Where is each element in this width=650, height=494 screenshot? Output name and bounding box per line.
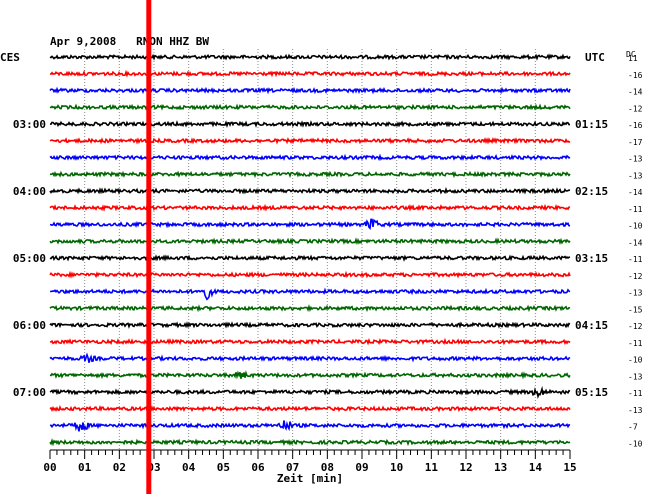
dc-offset-label: -13 xyxy=(628,155,643,164)
dc-offset-label: -16 xyxy=(628,121,643,130)
dc-offset-label: -10 xyxy=(628,222,643,231)
trace-row xyxy=(49,103,571,111)
trace-row xyxy=(49,352,571,363)
label-layer: Apr 9,2008 RNON HHZ BW CES UTC DC Zeit [… xyxy=(0,35,643,485)
trace-row xyxy=(49,203,571,212)
trace-row xyxy=(49,218,571,231)
dc-offset-label: -7 xyxy=(628,423,638,432)
left-timezone-label: CES xyxy=(0,51,20,64)
dc-offset-label: -14 xyxy=(628,238,643,247)
dc-offset-label: -11 xyxy=(628,205,643,214)
trace-row xyxy=(49,254,571,262)
dc-offset-label: -13 xyxy=(628,406,643,415)
dc-offset-label: -16 xyxy=(628,71,643,80)
right-hour-label: 03:15 xyxy=(575,252,608,265)
x-tick-label: 10 xyxy=(390,461,403,474)
x-tick-label: 00 xyxy=(43,461,56,474)
trace-row xyxy=(49,270,571,279)
grid-layer xyxy=(84,49,536,453)
dc-offset-label: -12 xyxy=(628,272,643,281)
dc-offset-label: -12 xyxy=(628,322,643,331)
x-tick-label: 15 xyxy=(563,461,576,474)
trace-row xyxy=(49,137,571,145)
left-hour-label: 07:00 xyxy=(13,386,46,399)
dc-offset-label: -11 xyxy=(628,339,643,348)
trace-row xyxy=(49,287,571,301)
right-hour-label: 04:15 xyxy=(575,319,608,332)
left-hour-label: 05:00 xyxy=(13,252,46,265)
x-tick-label: 06 xyxy=(251,461,265,474)
left-hour-label: 04:00 xyxy=(13,185,46,198)
left-hour-label: 06:00 xyxy=(13,319,46,332)
dc-header: DC xyxy=(626,50,636,59)
trace-row xyxy=(49,337,571,346)
right-hour-label: 02:15 xyxy=(575,185,608,198)
dc-offset-label: -10 xyxy=(628,439,643,448)
right-hour-label: 01:15 xyxy=(575,118,608,131)
trace-row xyxy=(49,321,571,329)
dc-offset-label: 11 xyxy=(628,54,638,63)
x-tick-label: 07 xyxy=(286,461,299,474)
right-hour-label: 05:15 xyxy=(575,386,608,399)
trace-row xyxy=(49,385,571,399)
axis-layer: 00 01 02 03 04 05 06 07 08 09 10 11 12 13 14 15 xyxy=(43,449,577,474)
trace-row xyxy=(49,53,571,61)
trace-row xyxy=(49,120,570,129)
x-tick-label: 05 xyxy=(217,461,230,474)
trace-row xyxy=(49,404,571,413)
x-axis-title: Zeit [min] xyxy=(277,472,343,485)
x-tick-label: 04 xyxy=(182,461,196,474)
trace-layer xyxy=(49,53,571,447)
trace-row xyxy=(49,438,571,447)
dc-offset-label: -13 xyxy=(628,289,643,298)
x-tick-label: 01 xyxy=(78,461,92,474)
trace-row xyxy=(49,153,571,162)
trace-row xyxy=(49,187,571,195)
dc-offset-label: -15 xyxy=(628,305,643,314)
dc-offset-label: -12 xyxy=(628,104,643,113)
x-tick-label: 09 xyxy=(355,461,368,474)
x-tick-label: 11 xyxy=(425,461,439,474)
x-tick-label: 08 xyxy=(321,461,334,474)
dc-offset-label: -13 xyxy=(628,171,643,180)
dc-offset-label: -14 xyxy=(628,88,643,97)
x-tick-label: 12 xyxy=(459,461,472,474)
dc-offset-label: -17 xyxy=(628,138,643,147)
trace-row xyxy=(49,69,571,78)
x-tick-label: 13 xyxy=(494,461,507,474)
dc-offset-label: -10 xyxy=(628,356,643,365)
trace-row xyxy=(49,370,571,380)
dc-offset-label: -11 xyxy=(628,255,643,264)
dc-offset-label: -11 xyxy=(628,389,643,398)
chart-title: Apr 9,2008 RNON HHZ BW xyxy=(50,35,209,48)
trace-row xyxy=(49,237,571,246)
left-hour-label: 03:00 xyxy=(13,118,46,131)
dc-offset-label: -14 xyxy=(628,188,643,197)
trace-row xyxy=(49,170,571,179)
trace-row xyxy=(49,86,571,95)
trace-row xyxy=(49,304,571,313)
trace-row xyxy=(49,420,571,432)
dc-offset-label: -13 xyxy=(628,372,643,381)
x-tick-label: 02 xyxy=(113,461,126,474)
x-tick-label: 14 xyxy=(529,461,543,474)
right-timezone-label: UTC xyxy=(585,51,605,64)
